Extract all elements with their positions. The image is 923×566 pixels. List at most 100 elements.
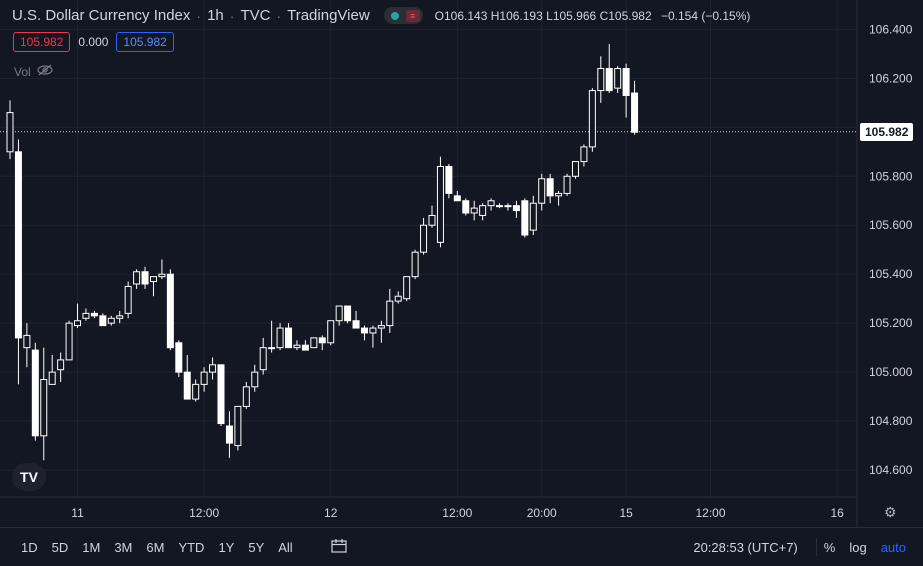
volume-legend[interactable]: Vol [14, 64, 53, 79]
candle[interactable] [183, 355, 191, 400]
clock[interactable]: 20:28:53 (UTC+7) [693, 539, 798, 555]
interval-label[interactable]: 1h [207, 7, 224, 24]
candle[interactable] [116, 310, 124, 324]
candle[interactable] [268, 320, 276, 353]
candle[interactable] [420, 217, 428, 255]
range-button-1d[interactable]: 1D [21, 539, 38, 555]
candle[interactable] [158, 259, 166, 280]
candle[interactable] [293, 340, 301, 351]
candle[interactable] [529, 195, 537, 236]
candle[interactable] [209, 357, 217, 380]
candle[interactable] [335, 305, 343, 326]
candle[interactable] [496, 203, 504, 209]
candle[interactable] [403, 276, 411, 302]
candle[interactable] [428, 205, 436, 228]
percent-scale-button[interactable]: % [823, 539, 836, 555]
range-button-3m[interactable]: 3M [114, 539, 133, 555]
log-scale-button[interactable]: log [849, 539, 867, 555]
candle[interactable] [65, 320, 73, 361]
range-button-ytd[interactable]: YTD [178, 539, 205, 555]
candle[interactable] [521, 198, 529, 238]
candle[interactable] [200, 367, 208, 392]
candle[interactable] [149, 276, 157, 297]
candle[interactable] [14, 139, 22, 385]
range-button-all[interactable]: All [278, 539, 293, 555]
symbol-title[interactable]: U.S. Dollar Currency Index [12, 7, 191, 24]
range-button-5y[interactable]: 5Y [248, 539, 265, 555]
candle[interactable] [74, 303, 82, 329]
candle[interactable] [31, 342, 39, 441]
candle-body-down [445, 165, 453, 194]
candle[interactable] [23, 323, 31, 368]
candle[interactable] [166, 269, 174, 351]
candle[interactable] [82, 308, 90, 321]
candle[interactable] [57, 352, 65, 382]
candle[interactable] [605, 44, 613, 94]
candle[interactable] [377, 320, 385, 343]
candle[interactable] [622, 63, 630, 118]
candle[interactable] [133, 269, 141, 289]
candle[interactable] [242, 381, 250, 409]
candle[interactable] [225, 411, 233, 458]
candle[interactable] [538, 173, 546, 211]
candle[interactable] [512, 200, 520, 218]
candle[interactable] [555, 190, 563, 206]
candle[interactable] [386, 288, 394, 333]
candle[interactable] [614, 66, 622, 94]
candle[interactable] [40, 347, 48, 461]
range-button-5d[interactable]: 5D [51, 539, 69, 555]
candle[interactable] [360, 325, 368, 341]
candle[interactable] [217, 364, 225, 426]
candle[interactable] [107, 315, 115, 326]
buy-button[interactable]: 105.982 [116, 32, 174, 52]
candle[interactable] [175, 340, 183, 378]
candle[interactable] [504, 203, 512, 211]
eye-hidden-icon[interactable] [37, 64, 53, 79]
auto-scale-button[interactable]: auto [880, 539, 906, 555]
candle[interactable] [462, 198, 470, 216]
candle[interactable] [276, 323, 284, 351]
candle[interactable] [580, 144, 588, 167]
candle[interactable] [588, 88, 596, 152]
candle[interactable] [6, 100, 14, 160]
candle[interactable] [99, 313, 107, 327]
candle[interactable] [141, 266, 149, 289]
candle[interactable] [394, 291, 402, 304]
candle[interactable] [48, 355, 56, 385]
candle[interactable] [487, 198, 495, 211]
candle[interactable] [192, 379, 200, 402]
candle[interactable] [234, 405, 242, 451]
tradingview-logo[interactable]: TV [12, 463, 46, 491]
candle[interactable] [631, 80, 639, 135]
candle[interactable] [310, 337, 318, 349]
candle[interactable] [285, 323, 293, 349]
candle[interactable] [318, 335, 326, 351]
date-range-icon[interactable] [330, 538, 348, 557]
candle[interactable] [597, 56, 605, 103]
candle[interactable] [352, 310, 360, 329]
candle[interactable] [90, 310, 98, 319]
candle[interactable] [453, 190, 461, 202]
settings-gear-icon[interactable]: ⚙ [884, 504, 897, 520]
candle[interactable] [344, 305, 352, 324]
range-button-1m[interactable]: 1M [82, 539, 101, 555]
candle[interactable] [124, 281, 132, 319]
sell-button[interactable]: 105.982 [13, 32, 71, 52]
candle[interactable] [563, 173, 571, 196]
range-button-1y[interactable]: 1Y [218, 539, 235, 555]
candle[interactable] [436, 156, 444, 248]
candle[interactable] [445, 164, 453, 199]
candle[interactable] [301, 340, 309, 351]
candle[interactable] [411, 249, 419, 280]
candle[interactable] [479, 203, 487, 221]
candle[interactable] [571, 161, 579, 179]
candle[interactable] [369, 325, 377, 348]
candle[interactable] [259, 337, 267, 375]
candle[interactable] [251, 364, 259, 392]
candle[interactable] [470, 200, 478, 221]
candle[interactable] [546, 173, 554, 204]
range-button-6m[interactable]: 6M [146, 539, 165, 555]
market-status[interactable]: ≡ [383, 7, 423, 24]
candle[interactable] [327, 320, 335, 346]
